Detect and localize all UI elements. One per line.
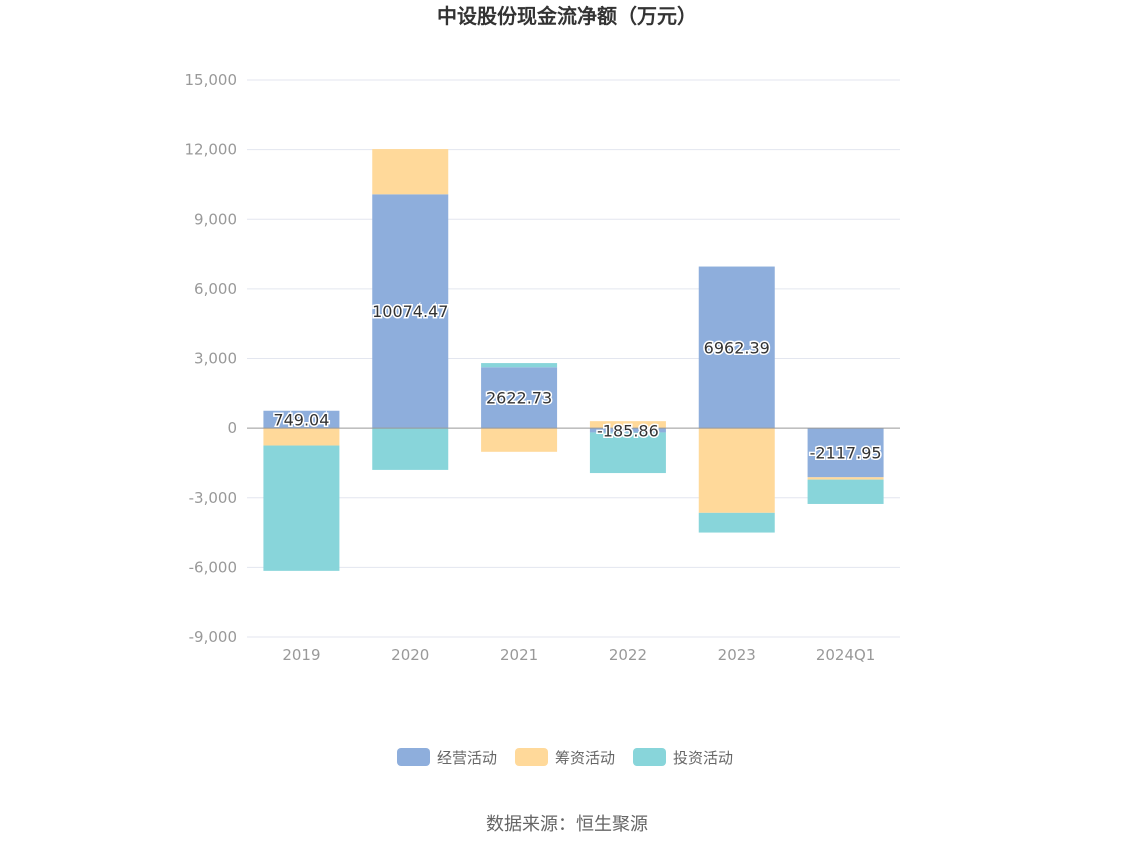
y-tick-label: -6,000 — [189, 558, 237, 576]
x-tick-label: 2024Q1 — [816, 646, 876, 664]
legend-item[interactable]: 投资活动 — [633, 748, 733, 767]
y-tick-label: -3,000 — [189, 489, 237, 507]
bar-3-2024Q1[interactable] — [807, 479, 884, 504]
bar-3-2023[interactable] — [698, 512, 775, 533]
bar-1-2021[interactable] — [481, 367, 558, 429]
bar-2-2022[interactable] — [589, 421, 666, 429]
y-tick-label: 12,000 — [185, 141, 238, 159]
data-labels: 749.04 10074.47 2622.73 -185.86 6962.39 -2117… — [272, 301, 883, 464]
y-tick-label: 6,000 — [194, 280, 237, 298]
bar-3-2019[interactable] — [263, 445, 340, 571]
legend-label: 筹资活动 — [555, 749, 615, 767]
x-tick-label: 2021 — [500, 646, 538, 664]
bar-3-2020[interactable] — [372, 428, 449, 470]
data-label-2021: 2622.73 — [486, 389, 552, 408]
legend-label: 投资活动 — [673, 749, 733, 767]
legend-swatch — [515, 748, 548, 766]
legend-item[interactable]: 筹资活动 — [515, 748, 615, 767]
legend-label: 经营活动 — [437, 749, 497, 767]
y-tick-label: 9,000 — [194, 210, 237, 228]
legend-swatch — [397, 748, 430, 766]
x-tick-label: 2022 — [609, 646, 647, 664]
data-label-2020: 10074.47 — [372, 302, 448, 321]
bar-1-2020[interactable] — [372, 194, 449, 429]
legend-swatch — [633, 748, 666, 766]
bars — [263, 149, 884, 571]
data-label-2019: 749.04 — [273, 410, 329, 429]
legend-item[interactable]: 经营活动 — [397, 748, 497, 767]
grid — [247, 79, 900, 638]
y-tick-label: 15,000 — [185, 71, 238, 89]
legend[interactable]: 经营活动 筹资活动 投资活动 — [397, 748, 733, 767]
x-tick-label: 2023 — [718, 646, 756, 664]
source-text: 数据来源：恒生聚源 — [486, 814, 648, 835]
bar-3-2022[interactable] — [589, 432, 666, 474]
bar-2-2021[interactable] — [481, 428, 558, 452]
bar-2-2020[interactable] — [372, 149, 449, 195]
x-tick-label: 2019 — [282, 646, 320, 664]
data-label-2024Q1: -2117.95 — [810, 444, 882, 463]
y-tick-label: 0 — [227, 419, 237, 437]
x-tick-label: 2020 — [391, 646, 429, 664]
bar-1-2022[interactable] — [589, 428, 666, 433]
chart-title: 中设股份现金流净额（万元） — [437, 4, 697, 28]
bar-1-2024Q1[interactable] — [807, 428, 884, 478]
data-label-2022: -185.86 — [597, 421, 659, 440]
bar-2-2023[interactable] — [698, 428, 775, 513]
bar-1-2019[interactable] — [263, 410, 340, 429]
y-tick-label: -9,000 — [189, 628, 237, 646]
bar-1-2023[interactable] — [698, 266, 775, 429]
bar-2-2019[interactable] — [263, 428, 340, 446]
bar-3-2021[interactable] — [481, 363, 558, 368]
y-axis: 15,000 12,000 9,000 6,000 3,000 0 -3,000 -6,000… — [185, 71, 238, 646]
bar-2-2024Q1[interactable] — [807, 477, 884, 480]
x-axis: 2019 2020 2021 2022 2023 2024Q1 — [282, 646, 875, 664]
data-label-2023: 6962.39 — [704, 338, 770, 357]
y-tick-label: 3,000 — [194, 350, 237, 368]
